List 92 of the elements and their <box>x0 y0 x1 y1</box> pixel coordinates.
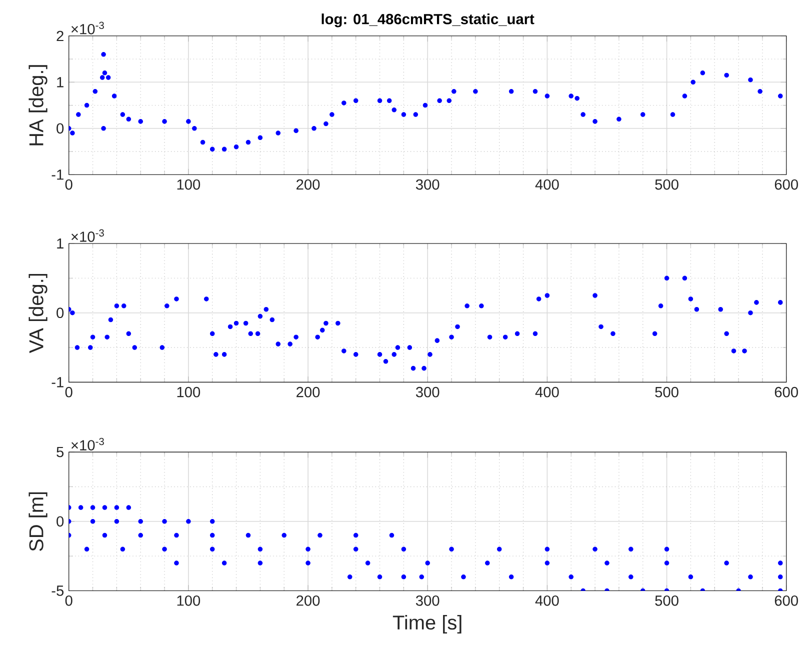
x-tick-label: 300 <box>416 387 440 398</box>
x-tick-label: 0 <box>65 387 72 398</box>
x-tick-label: 0 <box>65 180 72 190</box>
x-tick-label: 600 <box>774 596 798 606</box>
point <box>386 98 392 104</box>
point <box>162 119 167 124</box>
point <box>544 94 550 99</box>
text: ×10$^{-3}$ <box>71 438 104 451</box>
x-tick-label: 300 <box>416 180 440 190</box>
x-tick-label: 200 <box>296 387 320 398</box>
point <box>258 135 263 140</box>
x-axis-title: Time [s] <box>392 615 462 634</box>
point <box>186 119 191 124</box>
y-tick-label: 0 <box>56 308 64 318</box>
point <box>138 119 143 124</box>
point <box>640 112 646 118</box>
point <box>748 78 753 82</box>
point <box>106 75 111 80</box>
point <box>112 94 117 99</box>
point <box>222 146 227 152</box>
text: ×10$^{-3}$ <box>71 22 104 35</box>
x-tick-label: 600 <box>774 387 798 398</box>
point <box>101 52 106 57</box>
point <box>101 126 106 131</box>
point <box>452 89 456 94</box>
point <box>446 98 452 104</box>
x-tick-label: 600 <box>774 180 798 190</box>
point <box>102 70 108 76</box>
x-tick-label: 100 <box>177 596 200 606</box>
x-tick-label: 500 <box>655 596 678 606</box>
y-tick-label: 5 <box>56 447 64 458</box>
y-tick-label: -5 <box>52 586 64 596</box>
x-tick-label: 400 <box>535 180 559 190</box>
x-tick-label: 500 <box>655 387 678 398</box>
point <box>126 116 132 122</box>
chart-title: log: 01_486cmRTS_static_uart <box>322 14 534 28</box>
x-tick-label: 200 <box>296 596 320 606</box>
point <box>690 80 696 85</box>
point <box>508 89 514 94</box>
x-tick-label: 300 <box>416 596 440 606</box>
point <box>580 112 586 118</box>
point <box>473 89 478 94</box>
y-axis-title: HA [deg.] <box>28 65 48 146</box>
point <box>330 112 334 118</box>
point <box>120 112 126 118</box>
y-tick-label: -1 <box>52 170 64 180</box>
text: ×10$^{-3}$ <box>71 229 104 242</box>
y-tick-label: 0 <box>56 123 64 134</box>
point <box>234 144 239 150</box>
point <box>324 122 328 126</box>
point <box>84 103 90 108</box>
point <box>353 98 358 104</box>
point <box>700 70 706 76</box>
point <box>92 89 98 94</box>
point <box>413 112 418 118</box>
point <box>758 89 762 94</box>
y-tick-label: 1 <box>57 77 64 88</box>
x-tick-label: 400 <box>535 387 559 398</box>
point <box>200 140 206 145</box>
x-tick-label: 100 <box>177 387 200 398</box>
point <box>294 128 298 134</box>
x-tick-label: 400 <box>535 596 559 606</box>
point <box>192 126 197 131</box>
point <box>210 146 215 152</box>
point <box>401 112 406 118</box>
point <box>568 94 574 99</box>
point <box>437 98 442 104</box>
y-tick-label: 1 <box>57 238 64 249</box>
point <box>100 75 105 80</box>
point <box>312 126 316 131</box>
point <box>246 140 251 145</box>
y-tick-label: 0 <box>56 516 64 527</box>
point <box>422 103 428 108</box>
point <box>592 119 598 124</box>
point <box>574 96 580 101</box>
point <box>682 94 688 99</box>
point <box>670 112 676 118</box>
y-axis-title: SD [m] <box>28 492 48 552</box>
point <box>532 89 538 94</box>
point <box>276 130 281 136</box>
x-tick-label: 500 <box>655 180 678 190</box>
point <box>616 116 622 122</box>
y-tick-label: 2 <box>56 31 64 42</box>
y-axis-title: VA [deg.] <box>28 274 48 354</box>
x-tick-label: 0 <box>65 596 72 606</box>
point <box>377 98 382 104</box>
x-tick-label: 200 <box>296 180 320 190</box>
point <box>724 73 729 78</box>
y-tick-label: -1 <box>52 377 64 388</box>
point <box>392 108 397 112</box>
point <box>342 100 346 106</box>
x-tick-label: 100 <box>177 180 200 190</box>
